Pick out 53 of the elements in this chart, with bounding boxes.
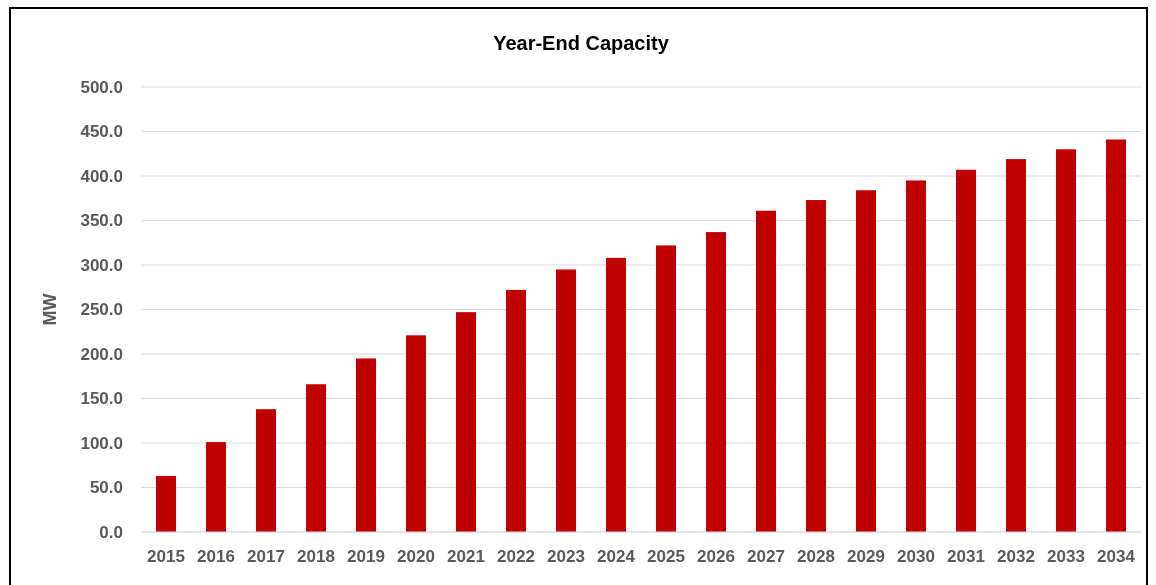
y-tick-label: 500.0 — [80, 77, 123, 97]
x-tick-label: 2021 — [447, 547, 485, 566]
y-tick-label: 300.0 — [80, 255, 123, 275]
x-tick-label: 2027 — [747, 547, 785, 566]
bar — [556, 269, 576, 532]
chart-title: Year-End Capacity — [493, 32, 670, 54]
bar — [806, 200, 826, 532]
bar — [1006, 159, 1026, 532]
y-tick-label: 100.0 — [80, 433, 123, 453]
bar — [956, 169, 976, 532]
bar — [206, 442, 226, 532]
bar — [706, 232, 726, 532]
bar — [456, 312, 476, 532]
x-tick-label: 2016 — [197, 547, 235, 566]
bar — [1056, 149, 1076, 532]
x-tick-label: 2032 — [997, 547, 1035, 566]
x-tick-label: 2030 — [897, 547, 935, 566]
x-tick-label: 2023 — [547, 547, 585, 566]
x-tick-label: 2020 — [397, 547, 435, 566]
y-tick-label: 250.0 — [80, 300, 123, 320]
x-tick-label: 2017 — [247, 547, 285, 566]
y-tick-label: 200.0 — [80, 344, 123, 364]
bar — [406, 335, 426, 532]
y-tick-label: 450.0 — [80, 122, 123, 142]
x-tick-label: 2026 — [697, 547, 735, 566]
bar — [256, 409, 276, 532]
x-tick-label: 2033 — [1047, 547, 1085, 566]
bar — [656, 245, 676, 532]
y-tick-label: 350.0 — [80, 211, 123, 231]
bar — [856, 190, 876, 532]
y-tick-label: 0.0 — [99, 522, 123, 542]
y-tick-label: 150.0 — [80, 389, 123, 409]
x-tick-label: 2015 — [147, 547, 185, 566]
x-tick-label: 2024 — [597, 547, 636, 566]
x-tick-label: 2025 — [647, 547, 685, 566]
x-tick-label: 2031 — [947, 547, 985, 566]
y-tick-label: 400.0 — [80, 166, 123, 186]
x-tick-label: 2029 — [847, 547, 885, 566]
bar — [306, 384, 326, 532]
bar — [356, 358, 376, 532]
x-tick-label: 2028 — [797, 547, 835, 566]
x-tick-label: 2022 — [497, 547, 535, 566]
bar — [506, 289, 526, 532]
x-tick-label: 2018 — [297, 547, 335, 566]
x-tick-label: 2034 — [1097, 547, 1136, 566]
bar — [756, 210, 776, 532]
bar — [606, 257, 626, 532]
x-tick-label: 2019 — [347, 547, 385, 566]
bar — [156, 475, 176, 532]
y-axis-title: MW — [40, 293, 60, 326]
y-tick-label: 50.0 — [89, 478, 123, 498]
bar — [906, 180, 926, 532]
bar — [1106, 139, 1126, 532]
